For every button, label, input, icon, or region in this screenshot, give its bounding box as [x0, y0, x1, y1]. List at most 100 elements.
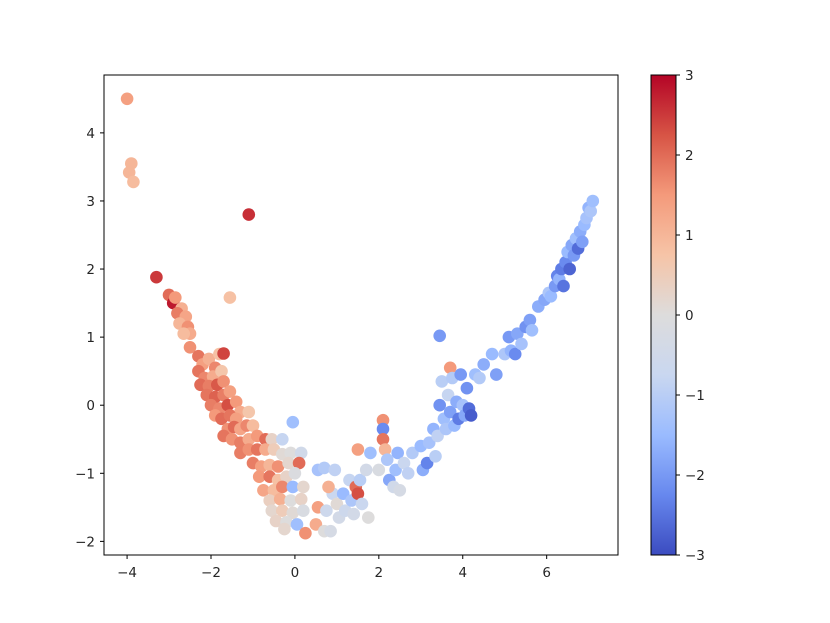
y-axis: −2 −1 0 1 2 3 4 — [75, 126, 104, 550]
data-point — [372, 463, 386, 477]
data-point — [391, 446, 405, 460]
data-point — [297, 480, 310, 494]
data-point — [380, 453, 394, 467]
data-point — [286, 415, 300, 429]
data-point — [420, 456, 434, 470]
data-point — [297, 504, 310, 517]
data-point — [217, 347, 230, 360]
data-point — [393, 484, 407, 497]
data-point — [330, 497, 344, 511]
data-point — [429, 450, 442, 463]
data-point — [286, 480, 300, 494]
data-point — [376, 433, 390, 446]
data-point — [477, 358, 491, 371]
data-point — [284, 494, 298, 507]
colorbar-tick-label: −1 — [685, 388, 705, 404]
colorbar — [650, 74, 677, 556]
data-point — [473, 371, 486, 385]
points-layer — [120, 92, 600, 540]
data-point — [127, 175, 140, 189]
data-point — [223, 291, 237, 304]
data-point — [353, 473, 367, 487]
data-point — [320, 504, 333, 517]
data-point — [282, 456, 295, 470]
data-point — [328, 463, 342, 477]
data-point — [336, 487, 350, 501]
data-point — [359, 463, 373, 477]
data-point — [586, 194, 600, 208]
data-point — [292, 456, 306, 470]
data-point — [576, 235, 589, 249]
x-tick-label: −2 — [201, 565, 221, 581]
data-point — [265, 504, 279, 517]
data-point — [454, 368, 468, 381]
data-point — [584, 204, 597, 218]
colorbar-tick-label: 3 — [685, 68, 694, 84]
data-point — [202, 352, 216, 366]
data-point — [362, 511, 375, 524]
colorbar-tick-label: 2 — [685, 148, 694, 164]
y-tick-label: 3 — [86, 194, 95, 210]
data-point — [389, 463, 402, 477]
data-point — [515, 337, 528, 351]
data-point — [223, 385, 237, 398]
data-point — [351, 487, 365, 501]
data-point — [406, 446, 419, 460]
x-tick-label: 0 — [291, 565, 300, 581]
data-point — [318, 461, 331, 475]
data-point — [364, 446, 377, 460]
data-point — [276, 433, 289, 446]
data-point — [435, 375, 449, 388]
data-point — [294, 492, 308, 506]
y-tick-label: −1 — [75, 466, 95, 482]
data-point — [433, 398, 447, 412]
data-point — [120, 92, 134, 106]
data-point — [257, 484, 270, 497]
x-tick-label: 2 — [375, 565, 384, 581]
y-tick-label: 2 — [86, 262, 95, 278]
data-point — [242, 208, 256, 221]
plot-frame — [103, 74, 619, 556]
data-point — [422, 436, 436, 450]
data-point — [286, 506, 300, 520]
data-point — [288, 467, 302, 480]
y-tick-label: 0 — [86, 398, 95, 414]
y-tick-label: 1 — [86, 330, 95, 346]
data-point — [355, 497, 369, 511]
data-point — [242, 405, 256, 419]
data-point — [397, 456, 411, 470]
data-point — [309, 518, 323, 531]
data-point — [278, 522, 291, 536]
data-point — [265, 433, 279, 446]
y-tick-label: 4 — [86, 126, 95, 142]
data-point — [177, 327, 190, 341]
data-point — [376, 422, 390, 436]
data-point — [525, 324, 539, 337]
data-point — [443, 405, 457, 419]
data-point — [490, 368, 503, 381]
colorbar-axis: 3 2 1 0 −1 −2 −3 — [676, 68, 705, 564]
data-point — [122, 166, 136, 179]
data-point — [485, 347, 499, 361]
data-point — [433, 329, 447, 343]
data-point — [443, 361, 457, 375]
data-point — [215, 364, 228, 378]
data-point — [150, 270, 163, 284]
data-point — [376, 413, 390, 427]
data-point — [273, 492, 287, 506]
x-axis: −4 −2 0 2 4 6 — [117, 555, 551, 581]
x-tick-label: 4 — [458, 565, 467, 581]
data-point — [508, 347, 522, 361]
colorbar-tick-label: −3 — [685, 548, 705, 564]
data-point — [271, 460, 285, 473]
data-point — [252, 470, 266, 484]
data-point — [544, 290, 558, 303]
x-tick-label: −4 — [117, 565, 137, 581]
data-point — [460, 381, 474, 395]
data-point — [276, 480, 289, 494]
data-point — [322, 480, 335, 494]
data-point — [441, 388, 455, 402]
x-tick-label: 6 — [542, 565, 551, 581]
data-point — [347, 507, 361, 521]
